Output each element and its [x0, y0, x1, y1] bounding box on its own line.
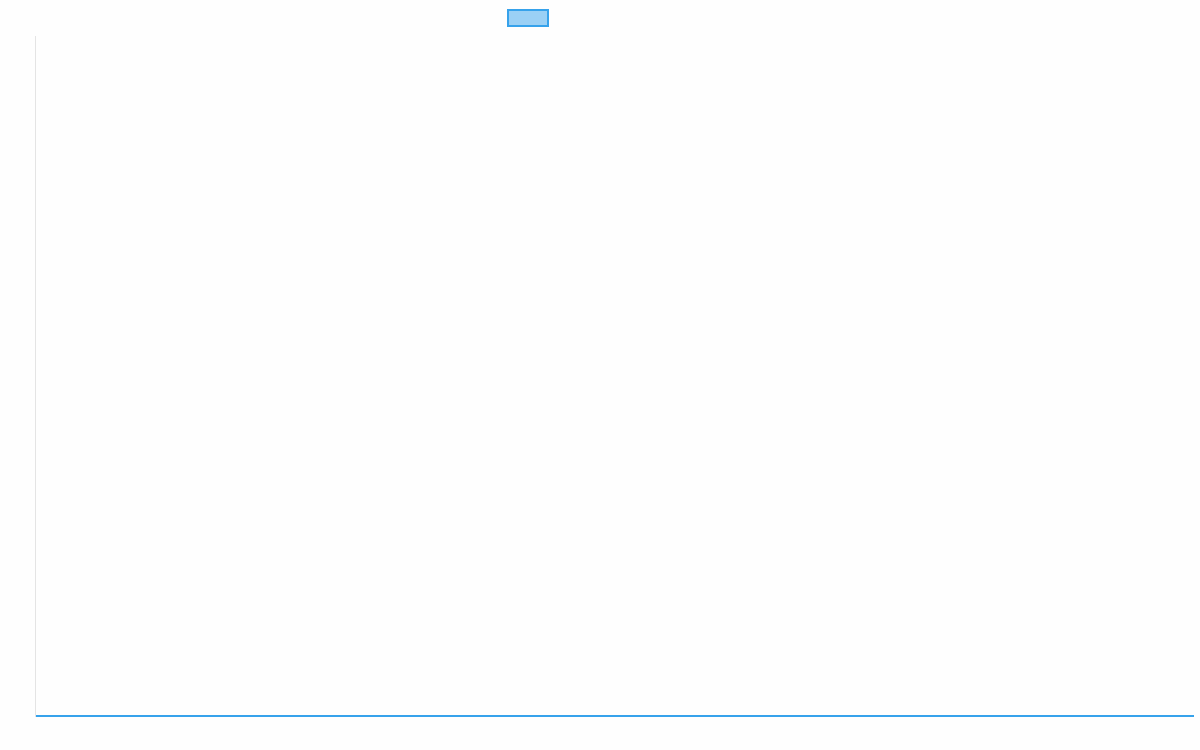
legend-swatch[interactable] [507, 9, 549, 27]
